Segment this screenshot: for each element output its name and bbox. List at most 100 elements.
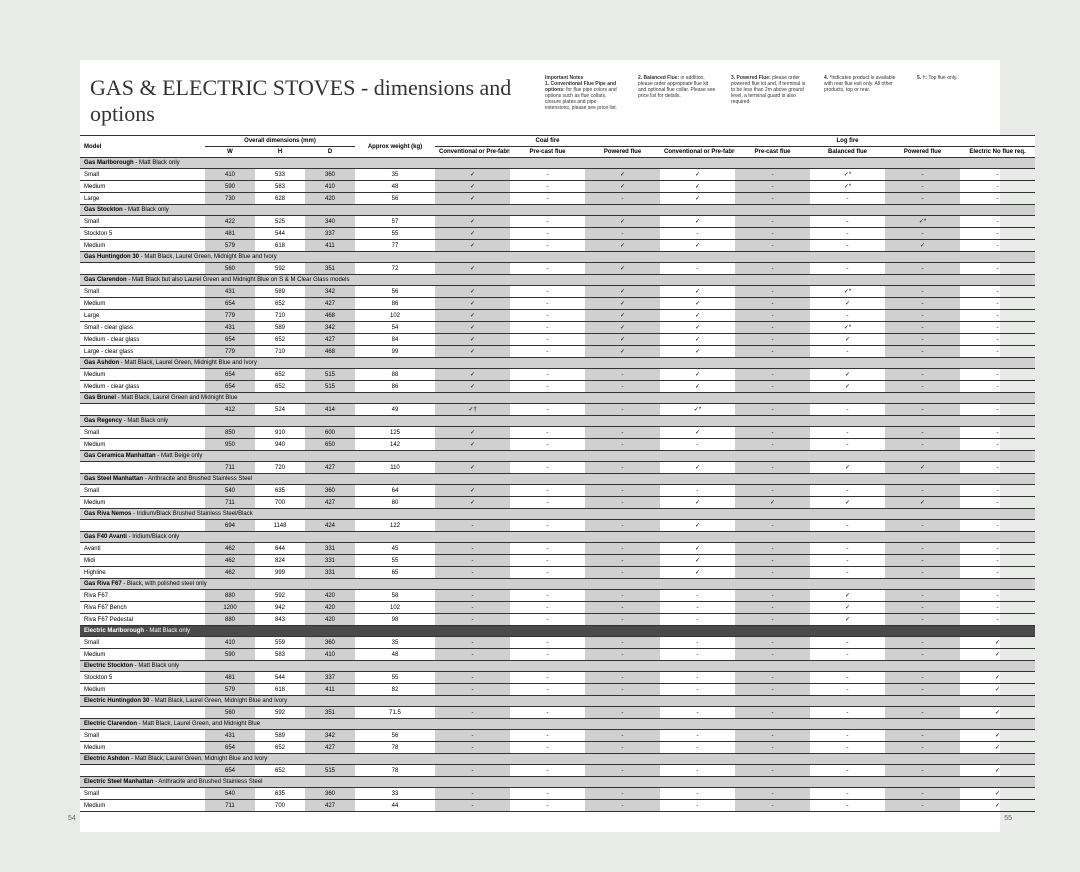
table-cell: 48	[355, 181, 435, 193]
table-cell: -	[960, 216, 1035, 228]
table-cell: 64	[355, 485, 435, 497]
table-cell: ✓	[660, 193, 735, 205]
table-cell: -	[885, 707, 960, 719]
table-cell: -	[735, 346, 810, 358]
table-cell: ✓	[435, 263, 510, 275]
table-cell: -	[510, 555, 585, 567]
table-cell: -	[660, 707, 735, 719]
table-cell: 779	[205, 346, 255, 358]
table-cell: 427	[305, 334, 355, 346]
section-header-row: Electric Stockton - Matt Black only	[80, 661, 1035, 672]
table-cell: -	[735, 520, 810, 532]
table-cell: ✓	[435, 169, 510, 181]
table-cell: 618	[255, 684, 305, 696]
table-cell: -	[585, 730, 660, 742]
table-cell: -	[960, 286, 1035, 298]
table-cell: ✓	[435, 298, 510, 310]
table-cell: -	[660, 672, 735, 684]
table-cell: Small	[80, 730, 205, 742]
table-cell: Riva F67 Pedestal	[80, 614, 205, 626]
table-cell: ✓	[810, 614, 885, 626]
table-cell: -	[510, 369, 585, 381]
table-cell: 122	[355, 520, 435, 532]
table-cell: 57	[355, 216, 435, 228]
table-cell: 80	[355, 497, 435, 509]
note-5-text: Top flue only.	[928, 75, 957, 81]
table-cell: ✓	[810, 334, 885, 346]
table-cell: 711	[205, 800, 255, 812]
table-cell: -	[510, 614, 585, 626]
table-cell: 583	[255, 181, 305, 193]
table-row: Midi46282433155---✓----	[80, 555, 1035, 567]
table-cell: -	[960, 543, 1035, 555]
table-cell: -	[735, 590, 810, 602]
table-row: 56059235172✓-✓-----	[80, 263, 1035, 275]
table-cell: ✓*	[810, 181, 885, 193]
table-cell: 592	[255, 707, 305, 719]
th-log: Log fire	[660, 136, 1035, 147]
table-cell: -	[885, 742, 960, 754]
table-cell: 850	[205, 427, 255, 439]
table-cell: -	[585, 788, 660, 800]
table-cell: -	[735, 427, 810, 439]
table-cell: -	[885, 614, 960, 626]
table-cell	[80, 707, 205, 719]
table-cell: -	[960, 614, 1035, 626]
table-cell: -	[735, 672, 810, 684]
table-cell: ✓	[585, 216, 660, 228]
table-cell: 410	[305, 649, 355, 661]
table-cell: -	[960, 439, 1035, 451]
table-cell: -	[960, 404, 1035, 416]
table-cell: ✓	[585, 346, 660, 358]
table-cell: 55	[355, 672, 435, 684]
table-cell: ✓	[885, 497, 960, 509]
table-cell: 779	[205, 310, 255, 322]
table-cell: Stockton 5	[80, 228, 205, 240]
table-cell: ✓	[435, 181, 510, 193]
table-cell: -	[810, 788, 885, 800]
table-cell: -	[510, 684, 585, 696]
table-cell: 592	[255, 590, 305, 602]
section-title-cell: Electric Steel Manhattan - Anthracite an…	[80, 777, 1035, 788]
table-cell: 579	[205, 240, 255, 252]
table-cell: ✓	[435, 310, 510, 322]
table-cell: 644	[255, 543, 305, 555]
table-row: Medium - clear glass65465242784✓-✓✓-✓--	[80, 334, 1035, 346]
table-cell: -	[960, 193, 1035, 205]
table-cell: Small	[80, 286, 205, 298]
table-cell: 56	[355, 730, 435, 742]
table-cell: 481	[205, 228, 255, 240]
table-cell: -	[510, 381, 585, 393]
table-row: Medium71170042780✓--✓✓✓✓-	[80, 497, 1035, 509]
table-cell: -	[810, 684, 885, 696]
section-title-cell: Gas Ceramica Manhattan - Matt Beige only	[80, 451, 1035, 462]
table-cell: -	[960, 497, 1035, 509]
table-cell: 49	[355, 404, 435, 416]
table-cell: -	[435, 707, 510, 719]
section-header-row: Electric Steel Manhattan - Anthracite an…	[80, 777, 1035, 788]
table-cell: Riva F67 Bench	[80, 602, 205, 614]
table-cell: ✓*	[810, 169, 885, 181]
table-cell: -	[510, 485, 585, 497]
table-cell: 331	[305, 543, 355, 555]
table-cell: 331	[305, 555, 355, 567]
table-row: Small54063536033-------✓	[80, 788, 1035, 800]
table-row: Small54063536064✓-------	[80, 485, 1035, 497]
table-cell: 710	[255, 346, 305, 358]
table-cell: 462	[205, 567, 255, 579]
table-cell: -	[885, 520, 960, 532]
table-cell: -	[510, 765, 585, 777]
section-header-row: Gas F40 Avanti - Iridium/Black only	[80, 532, 1035, 543]
table-cell: -	[885, 684, 960, 696]
table-row: Small43158934256-------✓	[80, 730, 1035, 742]
section-title-cell: Gas Ashdon - Matt Black, Laurel Green, M…	[80, 358, 1035, 369]
table-cell: -	[585, 520, 660, 532]
table-cell: -	[435, 637, 510, 649]
section-header-row: Gas Ceramica Manhattan - Matt Beige only	[80, 451, 1035, 462]
table-cell: ✓	[435, 322, 510, 334]
table-cell: -	[510, 240, 585, 252]
th-model: Model	[80, 136, 205, 158]
table-row: Riva F67 Pedestal88084342098-----✓--	[80, 614, 1035, 626]
table-cell: -	[585, 684, 660, 696]
table-cell: -	[510, 404, 585, 416]
